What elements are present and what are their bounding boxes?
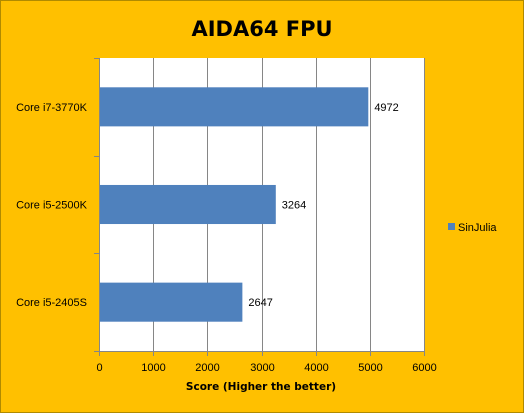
data-label: 3264 (282, 200, 306, 212)
x-tick-label: 4000 (304, 362, 328, 374)
x-tick-label: 6000 (412, 362, 436, 374)
bars (100, 87, 369, 322)
data-labels: 4972 3264 2647 (248, 102, 398, 309)
y-category-label: Core i7-3770K (16, 102, 88, 114)
y-axis-ticks: Core i7-3770K Core i5-2500K Core i5-2405S (16, 58, 99, 352)
x-tick-label: 2000 (195, 362, 219, 374)
legend-label: SinJulia (458, 222, 497, 234)
y-category-label: Core i5-2405S (16, 297, 87, 309)
data-label: 2647 (248, 297, 272, 309)
x-tick-label: 5000 (358, 362, 382, 374)
data-label: 4972 (374, 102, 398, 114)
legend: SinJulia (448, 222, 497, 234)
y-category-label: Core i5-2500K (16, 200, 88, 212)
bar (100, 282, 243, 322)
x-tick-label: 1000 (141, 362, 165, 374)
bar (100, 87, 369, 127)
x-axis-ticks: 0 1000 2000 3000 4000 5000 6000 (96, 351, 437, 374)
legend-swatch (448, 223, 455, 230)
bar (100, 184, 276, 225)
x-axis-title: Score (Higher the better) (186, 381, 336, 393)
x-tick-label: 0 (96, 362, 102, 374)
chart-title: AIDA64 FPU (191, 17, 332, 41)
x-tick-label: 3000 (250, 362, 274, 374)
